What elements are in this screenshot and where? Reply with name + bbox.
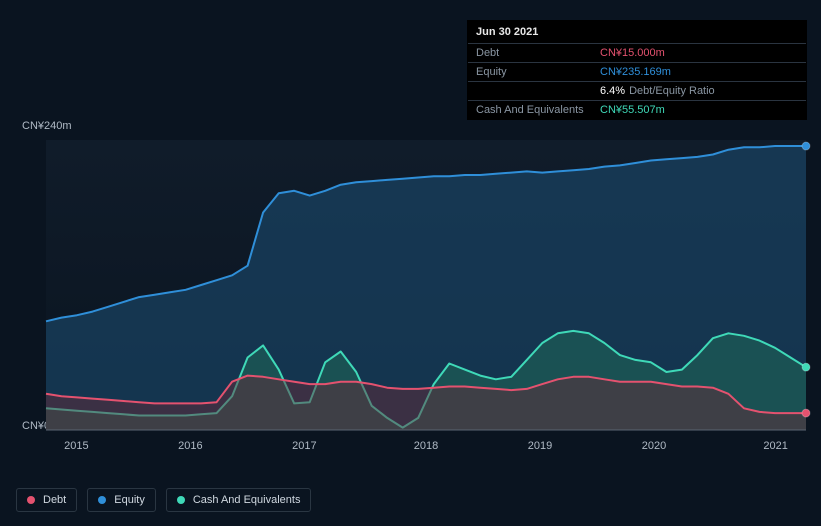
legend-label: Debt [43,494,66,506]
y-axis-label-top: CN¥240m [22,120,72,132]
x-tick: 2020 [642,440,666,452]
cash-dot-icon [177,496,185,504]
tooltip-row: 6.4% Debt/Equity Ratio [468,82,806,101]
x-tick: 2017 [292,440,316,452]
tooltip-label: Debt [476,47,600,59]
legend-label: Equity [114,494,145,506]
x-tick: 2016 [178,440,202,452]
chart-area: CN¥240m CN¥0 201520162017201820192020202… [16,120,806,460]
debt-dot-icon [27,496,35,504]
tooltip-panel: Jun 30 2021 DebtCN¥15.000mEquityCN¥235.1… [467,20,807,120]
tooltip-value: CN¥235.169m [600,66,671,78]
cash-end-marker [802,363,810,371]
tooltip-extra: Debt/Equity Ratio [629,85,715,97]
tooltip-value: 6.4% [600,85,625,97]
legend: Debt Equity Cash And Equivalents [16,488,311,512]
debt-end-marker [802,409,810,417]
x-tick: 2019 [528,440,552,452]
equity-end-marker [802,142,810,150]
legend-item-equity[interactable]: Equity [87,488,156,512]
tooltip-label: Equity [476,66,600,78]
legend-item-cash[interactable]: Cash And Equivalents [166,488,312,512]
x-axis: 2015 2016 2017 2018 2019 2020 2021 [46,440,806,460]
tooltip-row: EquityCN¥235.169m [468,63,806,82]
equity-dot-icon [98,496,106,504]
legend-item-debt[interactable]: Debt [16,488,77,512]
x-tick: 2021 [763,440,787,452]
tooltip-value: CN¥15.000m [600,47,665,59]
tooltip-value: CN¥55.507m [600,104,665,116]
tooltip-row: DebtCN¥15.000m [468,44,806,63]
tooltip-label: Cash And Equivalents [476,104,600,116]
tooltip-row: Cash And EquivalentsCN¥55.507m [468,101,806,119]
chart-svg [46,140,806,430]
tooltip-label [476,85,600,97]
legend-label: Cash And Equivalents [193,494,301,506]
x-tick: 2015 [64,440,88,452]
x-tick: 2018 [414,440,438,452]
tooltip-date: Jun 30 2021 [468,21,806,44]
